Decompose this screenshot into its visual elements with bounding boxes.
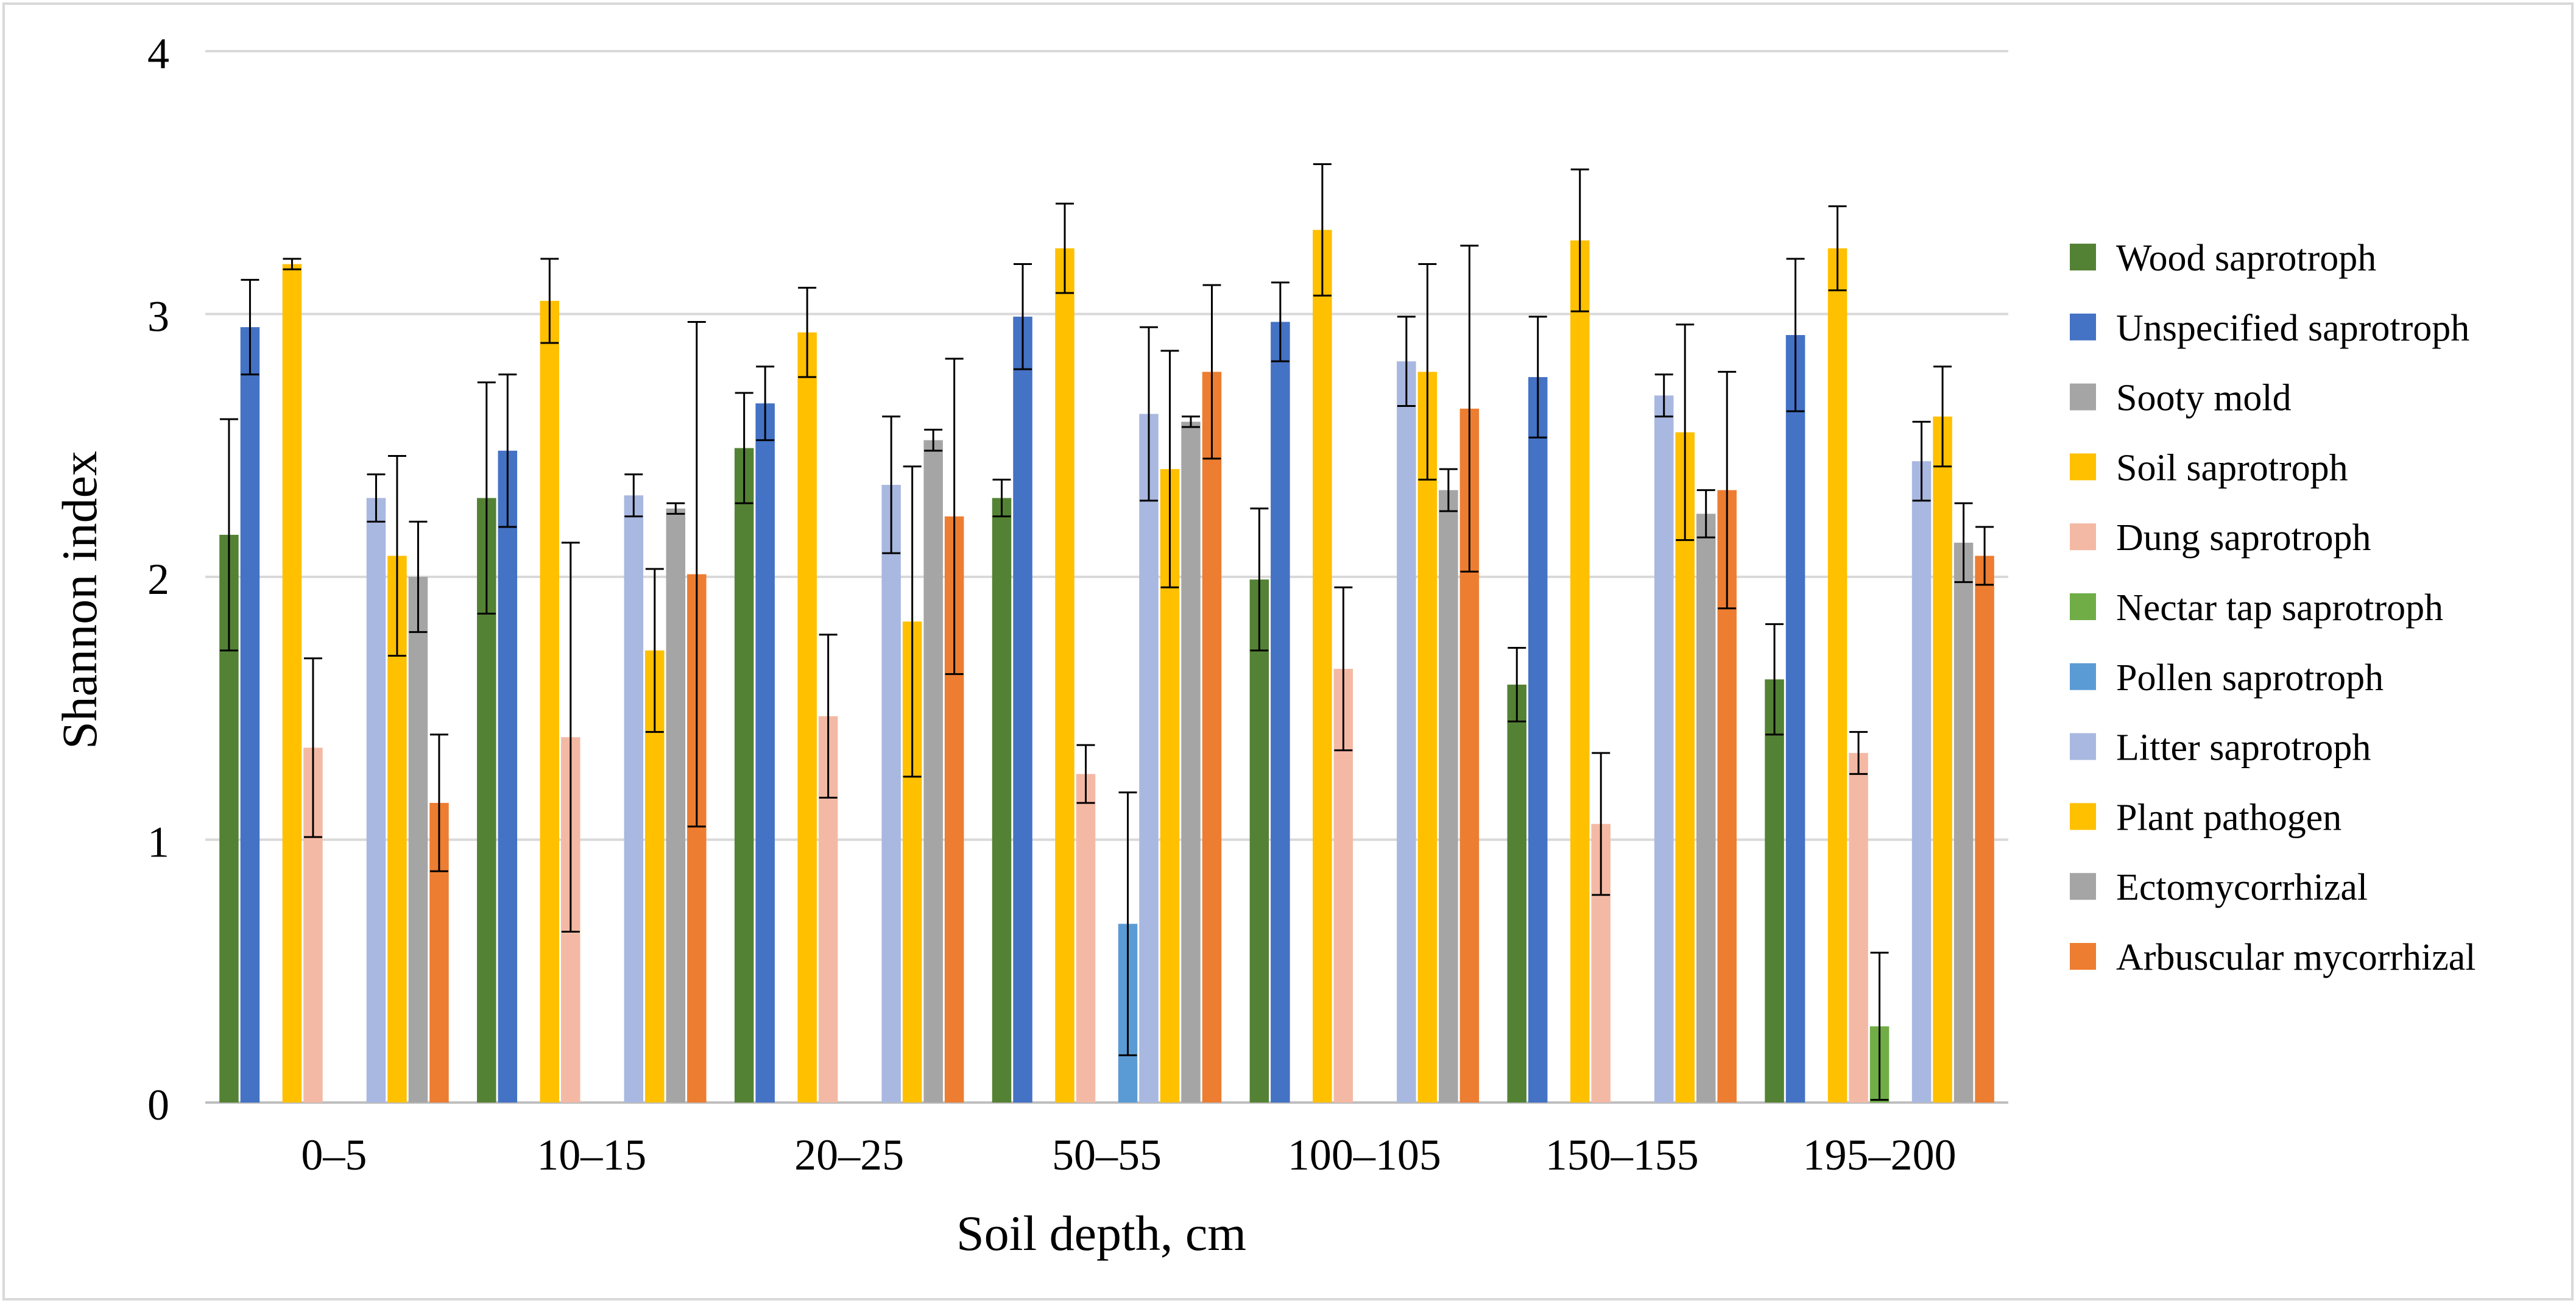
x-tick-label: 0–5 — [301, 1131, 367, 1179]
y-tick-label: 1 — [147, 818, 169, 867]
bar — [1055, 248, 1075, 1103]
legend-swatch — [2070, 733, 2096, 760]
y-tick-label: 0 — [147, 1081, 169, 1129]
legend-swatch — [2070, 873, 2096, 900]
bar — [408, 577, 428, 1103]
x-axis-label: Soil depth, cm — [956, 1205, 1246, 1261]
legend-label: Plant pathogen — [2116, 797, 2341, 838]
bar — [992, 498, 1012, 1103]
x-tick-label: 195–200 — [1803, 1131, 1957, 1179]
bar — [734, 448, 754, 1103]
bar — [1076, 774, 1096, 1103]
x-tick-label: 100–105 — [1288, 1131, 1441, 1179]
bar — [1397, 361, 1416, 1103]
bar — [624, 495, 644, 1103]
bar — [240, 327, 260, 1103]
legend-label: Sooty mold — [2116, 378, 2292, 419]
bar — [1675, 432, 1695, 1103]
bar — [1139, 414, 1159, 1103]
bar — [755, 403, 775, 1103]
bar — [282, 264, 302, 1103]
x-tick-label: 50–55 — [1052, 1131, 1162, 1179]
bar — [1765, 679, 1784, 1103]
bar — [1417, 372, 1438, 1103]
bar — [1849, 753, 1868, 1103]
y-axis-label: Shannon index — [52, 451, 107, 749]
legend-label: Unspecified saprotroph — [2116, 308, 2469, 349]
bar — [1013, 316, 1032, 1103]
legend-label: Litter saprotroph — [2116, 727, 2371, 769]
bar — [1827, 248, 1847, 1103]
bar — [1953, 542, 1974, 1103]
bar — [666, 508, 686, 1103]
legend-swatch — [2070, 523, 2096, 551]
bar — [1181, 422, 1201, 1103]
bar — [1507, 684, 1526, 1103]
legend-label: Ectomycorrhizal — [2116, 867, 2368, 908]
legend-swatch — [2070, 244, 2096, 270]
bar — [1785, 335, 1805, 1103]
bar — [923, 440, 943, 1103]
legend-swatch — [2070, 803, 2096, 830]
legend-swatch — [2070, 943, 2096, 970]
bars — [219, 230, 1994, 1103]
x-tick-labels: 0–5 10–15 20–25 50–55 100–105 150–155 195–200 — [301, 1131, 1956, 1179]
x-tick-label: 20–25 — [794, 1131, 904, 1179]
bar — [1654, 395, 1674, 1103]
legend-swatch — [2070, 593, 2096, 620]
x-tick-label: 150–155 — [1545, 1131, 1699, 1179]
legend-label: Nectar tap saprotroph — [2116, 587, 2443, 629]
y-tick-labels: 0 1 2 3 4 — [147, 29, 169, 1129]
bar — [1696, 514, 1716, 1103]
bar — [1933, 416, 1952, 1103]
legend-label: Soil saprotroph — [2116, 447, 2348, 489]
y-tick-label: 4 — [147, 29, 169, 78]
bar — [1249, 579, 1269, 1103]
bar — [1439, 490, 1458, 1103]
legend-swatch — [2070, 663, 2096, 690]
bar — [797, 332, 817, 1103]
bar — [881, 484, 901, 1103]
bar — [1271, 322, 1290, 1103]
error-bars — [219, 163, 1994, 1101]
legend-swatch — [2070, 313, 2096, 341]
legend-label: Pollen saprotroph — [2116, 657, 2384, 699]
bar — [1975, 556, 1994, 1103]
bar — [1570, 240, 1590, 1103]
y-tick-label: 3 — [147, 292, 169, 341]
x-tick-label: 10–15 — [537, 1131, 646, 1179]
legend-label: Wood saprotroph — [2116, 238, 2376, 279]
legend-label: Arbuscular mycorrhizal — [2116, 937, 2475, 978]
bar — [540, 300, 560, 1103]
bar — [1202, 372, 1222, 1103]
legend: Wood saprotroph Unspecified saprotroph Soo… — [2070, 238, 2475, 978]
bar — [1528, 377, 1548, 1103]
legend-swatch — [2070, 453, 2096, 481]
bar — [498, 450, 518, 1103]
y-tick-label: 2 — [147, 555, 169, 604]
bar — [1313, 230, 1332, 1103]
bar — [1911, 461, 1932, 1103]
legend-label: Dung saprotroph — [2116, 517, 2371, 559]
bar — [366, 498, 386, 1103]
legend-swatch — [2070, 383, 2096, 411]
